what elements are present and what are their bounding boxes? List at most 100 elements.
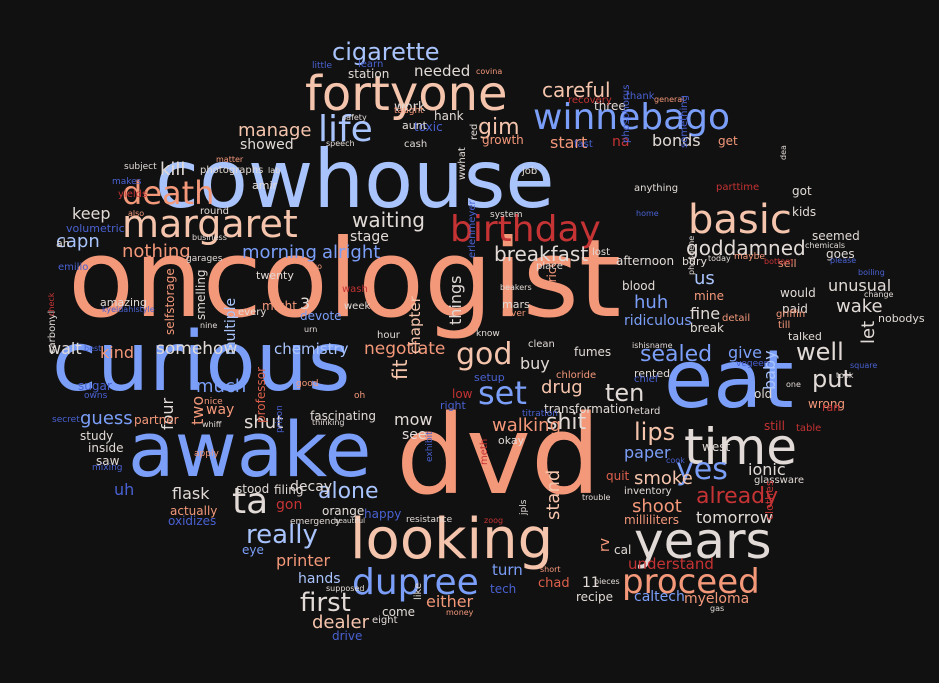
word-one: one	[786, 380, 801, 389]
word-pieces: pieces	[594, 577, 620, 586]
word-get: get	[718, 134, 738, 148]
word-careful: careful	[542, 78, 611, 102]
word-fumes: fumes	[574, 345, 612, 359]
word-saw: saw	[96, 454, 120, 468]
word-manage: manage	[238, 120, 312, 141]
word-baby: baby	[760, 350, 779, 390]
word-short: short	[540, 565, 561, 574]
word-right: right	[440, 399, 466, 412]
word-best: best	[84, 344, 102, 353]
word-eye: eye	[242, 543, 264, 557]
word-beakers: beakers	[500, 283, 532, 292]
word-still: still	[764, 419, 785, 433]
word-ridiculous: ridiculous	[624, 313, 692, 329]
word-system: system	[490, 210, 523, 220]
word-dealer: dealer	[312, 612, 370, 633]
word-money: money	[446, 608, 474, 617]
word-cowhouse: cowhouse	[155, 133, 555, 226]
word-decay: decay	[290, 479, 333, 495]
word-hands: hands	[298, 571, 341, 587]
word-taught: taught	[394, 106, 424, 116]
word-apply: apply	[194, 449, 219, 459]
word-trouble: trouble	[582, 493, 611, 502]
word-vegeen: vegeen	[736, 359, 770, 369]
word-either: either	[426, 592, 474, 611]
word-zoog: zoog	[484, 516, 504, 525]
word-death: death	[122, 174, 215, 212]
word-general: general	[654, 95, 685, 104]
word-proceed: proceed	[622, 562, 760, 602]
word-titration: titration	[522, 409, 559, 419]
word-mine: mine	[694, 289, 725, 303]
word-meth: meth	[479, 438, 490, 465]
word-today: today	[708, 254, 731, 263]
word-job: job	[522, 166, 538, 177]
word-work: work	[394, 100, 426, 115]
word-nice: nice	[204, 397, 223, 407]
word-ta: ta	[232, 481, 269, 522]
word-put: put	[812, 365, 852, 393]
word-bonds: bonds	[652, 131, 701, 150]
word-anything: anything	[634, 183, 679, 194]
word-chloride: chloride	[556, 370, 597, 381]
word-na: na	[612, 134, 630, 150]
word-tomorrow: tomorrow	[696, 508, 773, 527]
word-study: study	[80, 429, 114, 443]
word-mars: mars	[502, 298, 530, 311]
word-recovery: recovery	[568, 95, 612, 106]
word-walking: walking	[492, 415, 562, 436]
word-bottom: bottom	[764, 257, 793, 266]
word-devote: devote	[300, 309, 342, 323]
word-shit: shit	[546, 410, 587, 435]
word-also: also	[128, 209, 145, 218]
word-time: time	[684, 418, 797, 476]
word-selfstorage: selfstorage	[163, 268, 177, 335]
word-secret: secret	[52, 415, 80, 425]
word-keep: keep	[72, 204, 111, 223]
word-garages: garages	[186, 254, 223, 264]
word-safety: safety	[342, 113, 367, 122]
word-talked: talked	[788, 330, 822, 343]
word-hour: hour	[377, 330, 400, 341]
word-parttime: parttime	[716, 182, 760, 193]
word-maybe: maybe	[734, 252, 765, 262]
word-till: till	[778, 320, 791, 331]
word-know: know	[476, 329, 500, 339]
word-stand: stand	[543, 469, 564, 520]
word-life: life	[318, 109, 373, 150]
word-might: might	[262, 299, 297, 313]
word-ishisname: ishisname	[632, 341, 673, 350]
word-actually: actually	[170, 504, 218, 518]
word-nine: nine	[200, 321, 218, 330]
word-boiling: boiling	[858, 268, 885, 277]
word-go: go	[312, 262, 322, 271]
word-smoke: smoke	[634, 468, 693, 489]
word-printer: printer	[276, 551, 331, 570]
word-griffin: griffin	[776, 309, 806, 320]
word-wake: wake	[836, 296, 883, 317]
word-sell: sell	[778, 257, 797, 270]
word-milliliters: milliliters	[624, 513, 679, 527]
word-whiff: whiff	[202, 420, 222, 429]
word-stage: stage	[350, 229, 389, 245]
word-subject: subject	[124, 162, 157, 172]
word-red: red	[469, 123, 480, 140]
word-multiple: multiple	[223, 297, 239, 355]
word-oncologist: oncologist	[68, 217, 622, 342]
word-dea: dea	[779, 145, 788, 160]
word-phosphorus: phosphorus	[621, 84, 632, 143]
word-urn: urn	[304, 325, 318, 334]
word-orange: orange	[322, 504, 365, 518]
word-carbonyl: carbonyl	[47, 310, 58, 354]
word-photographs: photographs	[200, 165, 264, 176]
word-home: home	[636, 209, 659, 218]
word-god: god	[456, 337, 513, 372]
word-goes: goes	[826, 247, 855, 261]
word-rover: rover	[502, 309, 526, 319]
word-fine: fine	[690, 304, 721, 323]
word-breakfast: breakfast	[494, 242, 589, 266]
word-kind: kind	[100, 343, 135, 362]
word-well: well	[796, 338, 844, 366]
word-ran: ran	[822, 401, 841, 414]
word-blood: blood	[622, 279, 656, 293]
